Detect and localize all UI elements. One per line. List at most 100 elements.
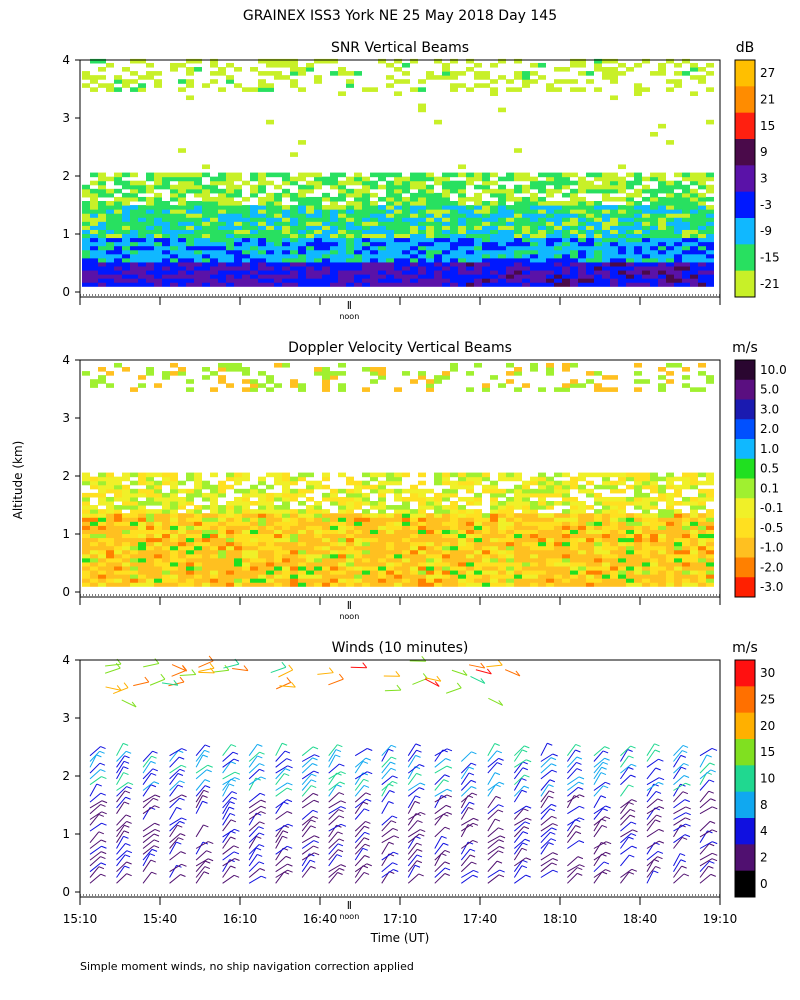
snr-cell <box>282 261 290 267</box>
doppler-cell <box>322 578 330 583</box>
snr-cell <box>146 229 154 235</box>
snr-cell <box>506 217 514 222</box>
doppler-cell <box>450 484 458 490</box>
doppler-cell <box>594 517 602 522</box>
snr-cell <box>498 245 506 251</box>
doppler-cell <box>418 525 426 530</box>
snr-cell <box>490 237 498 243</box>
doppler-cell <box>610 574 618 579</box>
snr-cell <box>218 67 226 72</box>
snr-cell <box>218 221 226 226</box>
snr-cell <box>610 75 618 80</box>
snr-cell <box>562 221 570 226</box>
snr-cell <box>266 237 274 243</box>
wind-barb <box>142 849 153 861</box>
snr-cell <box>290 229 298 235</box>
snr-cell <box>386 184 394 190</box>
doppler-cell <box>186 529 194 535</box>
doppler-cell <box>354 570 362 575</box>
snr-cell <box>282 274 290 279</box>
wind-barb <box>328 784 338 797</box>
snr-cell <box>298 140 306 145</box>
doppler-cell <box>474 574 482 579</box>
snr-cell <box>410 217 418 222</box>
snr-cell <box>642 196 650 202</box>
snr-cell <box>594 241 602 247</box>
doppler-cell <box>146 561 154 567</box>
doppler-cell <box>378 557 386 563</box>
doppler-cell <box>546 367 554 372</box>
doppler-cell <box>186 476 194 482</box>
doppler-cell <box>514 582 522 587</box>
wind-barb-flag <box>125 750 132 754</box>
snr-cell <box>186 237 194 243</box>
wind-barb-flag <box>259 821 265 825</box>
doppler-cell <box>282 480 290 486</box>
wind-barb <box>142 829 156 838</box>
snr-cell <box>562 233 570 239</box>
doppler-cell <box>666 582 674 587</box>
doppler-cell <box>682 375 690 380</box>
wind-barb-flag <box>96 783 102 787</box>
doppler-cell <box>530 362 538 368</box>
doppler-cell <box>458 557 466 563</box>
snr-cell <box>90 282 98 287</box>
snr-cell <box>418 79 426 84</box>
snr-cell <box>394 213 402 218</box>
snr-cell <box>106 241 114 247</box>
doppler-cell <box>450 533 458 539</box>
snr-cell <box>650 229 658 235</box>
doppler-cell <box>90 529 98 535</box>
doppler-cell <box>514 521 522 526</box>
snr-cell <box>658 274 666 279</box>
snr-cell <box>586 217 594 222</box>
snr-cell <box>202 172 210 178</box>
doppler-cell <box>394 533 402 539</box>
noon-label: noon <box>339 612 359 621</box>
snr-cell <box>194 249 202 255</box>
doppler-cell <box>578 561 586 567</box>
doppler-cell <box>538 492 546 498</box>
snr-cell <box>586 270 594 275</box>
snr-cell <box>482 253 490 259</box>
snr-cell <box>298 201 306 206</box>
snr-cell <box>98 67 106 72</box>
doppler-cell <box>266 561 274 567</box>
doppler-cell <box>138 521 146 526</box>
snr-cell <box>410 87 418 92</box>
wind-barb <box>89 866 100 878</box>
doppler-cell <box>594 549 602 555</box>
doppler-cell <box>426 525 434 530</box>
doppler-cell <box>394 582 402 587</box>
snr-cell <box>626 282 634 287</box>
doppler-cell <box>322 537 330 543</box>
wind-barb-flag <box>230 836 236 840</box>
snr-cell <box>402 265 410 271</box>
snr-cell <box>298 282 306 287</box>
doppler-cell <box>386 505 394 510</box>
doppler-cell <box>658 533 666 539</box>
snr-cell <box>474 274 482 279</box>
snr-cell <box>298 192 306 198</box>
snr-cell <box>226 196 234 202</box>
snr-cell <box>418 192 426 198</box>
snr-cell <box>482 270 490 275</box>
snr-cell <box>402 213 410 218</box>
doppler-cell <box>186 501 194 506</box>
snr-cell <box>642 233 650 239</box>
snr-cell <box>234 225 242 230</box>
doppler-cell <box>658 549 666 555</box>
wind-barb <box>195 801 203 814</box>
wind-barb-flag <box>180 851 186 855</box>
snr-cell <box>90 79 98 84</box>
wind-barb-flag <box>364 843 371 847</box>
snr-cell <box>618 270 626 275</box>
wind-barb <box>142 839 155 849</box>
snr-cell <box>338 209 346 214</box>
doppler-cell <box>194 582 202 587</box>
snr-cell <box>298 87 306 92</box>
snr-cell <box>138 188 146 194</box>
snr-cell <box>634 201 642 206</box>
